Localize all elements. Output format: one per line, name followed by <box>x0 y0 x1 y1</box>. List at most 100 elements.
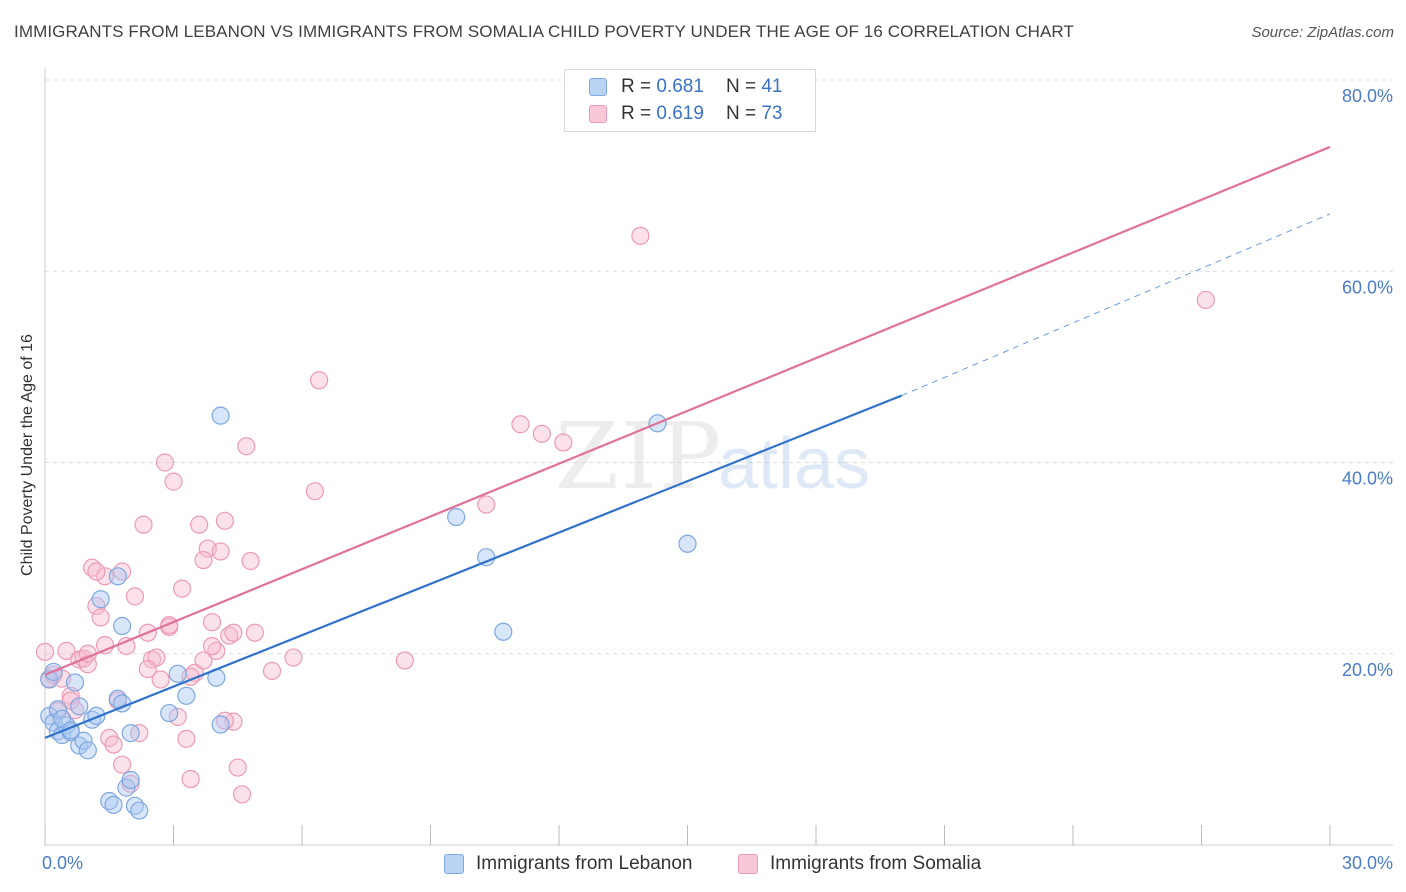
somalia-point <box>91 608 110 627</box>
lebanon-trend-line <box>44 394 903 739</box>
y-tick-label: 80.0% <box>1342 86 1393 106</box>
somalia-point <box>202 636 222 656</box>
somalia-point <box>125 587 145 606</box>
chart-title: IMMIGRANTS FROM LEBANON VS IMMIGRANTS FR… <box>14 22 1074 41</box>
legend-n-value: 73 <box>761 103 783 124</box>
somalia-point <box>532 424 551 443</box>
somalia-point <box>117 636 136 656</box>
lebanon-point <box>168 664 187 683</box>
lebanon-trend-extension <box>901 213 1331 397</box>
somalia-point <box>35 642 55 661</box>
lebanon-point <box>112 616 132 636</box>
legend-row-lebanon: R = 0.681 N = 41 <box>589 76 782 98</box>
bottom-legend-label-somalia: Immigrants from Somalia <box>770 853 982 874</box>
legend-n-value: 41 <box>761 76 783 97</box>
legend-swatch-somalia <box>589 105 607 123</box>
watermark-atlas: atlas <box>718 424 870 504</box>
lebanon-point <box>104 795 123 814</box>
lebanon-point <box>121 724 140 743</box>
y-tick-label: 60.0% <box>1342 277 1393 297</box>
lebanon-point <box>65 673 85 692</box>
lebanon-point <box>91 590 110 609</box>
legend-n-label: N = <box>725 76 757 97</box>
somalia-point <box>284 648 303 667</box>
somalia-point <box>241 551 260 571</box>
somalia-point <box>232 785 252 804</box>
somalia-point <box>631 226 650 245</box>
x-tick-labels: 0.0% 30.0% <box>42 853 1393 873</box>
somalia-point <box>262 661 282 681</box>
y-tick-label: 20.0% <box>1342 660 1393 680</box>
somalia-point <box>215 511 234 530</box>
somalia-point <box>511 415 530 434</box>
somalia-point <box>177 729 196 748</box>
somalia-point <box>151 670 170 689</box>
lebanon-point <box>78 741 97 760</box>
somalia-points <box>35 226 1215 804</box>
lebanon-point <box>121 770 140 790</box>
somalia-point <box>57 641 76 660</box>
lebanon-points <box>40 406 697 820</box>
somalia-point <box>211 542 230 561</box>
somalia-point <box>172 579 192 598</box>
somalia-point <box>168 707 187 726</box>
legend-row-somalia: R = 0.619 N = 73 <box>589 103 782 125</box>
lebanon-point <box>494 622 513 641</box>
legend-r-value: 0.681 <box>656 76 704 97</box>
somalia-trend-line <box>44 145 1331 676</box>
lebanon-point <box>74 731 93 750</box>
gridlines <box>45 79 1393 655</box>
legend-r-label: R = <box>621 103 652 124</box>
y-tick-labels: 20.0% 40.0% 60.0% 80.0% <box>1342 86 1393 680</box>
lebanon-point <box>70 697 89 716</box>
trend-lines <box>44 145 1331 739</box>
somalia-point <box>237 437 256 456</box>
somalia-point <box>95 567 115 586</box>
legend-n-label: N = <box>725 103 757 124</box>
axes <box>44 68 1393 846</box>
somalia-point <box>155 453 175 472</box>
somalia-point <box>194 651 213 670</box>
lebanon-point <box>678 534 697 553</box>
somalia-point <box>194 550 213 570</box>
stats-legend: R = 0.681 N = 41 R = 0.619 N = 73 <box>564 69 816 132</box>
somalia-point <box>202 613 222 632</box>
somalia-point <box>477 495 496 514</box>
somalia-point <box>1196 290 1215 310</box>
somalia-point <box>134 515 153 534</box>
somalia-point <box>160 615 179 635</box>
source-label: Source: ZipAtlas.com <box>1251 24 1394 41</box>
legend-r-label: R = <box>621 76 652 97</box>
bottom-legend-swatch-somalia <box>738 854 758 874</box>
somalia-point <box>138 659 157 679</box>
lebanon-point <box>177 686 196 705</box>
somalia-point <box>164 472 183 491</box>
lebanon-point <box>108 567 127 586</box>
somalia-point <box>190 515 209 534</box>
bottom-legend-swatch-lebanon <box>444 854 464 874</box>
watermark-zip: ZIP <box>555 403 723 510</box>
somalia-point <box>224 623 243 642</box>
lebanon-point <box>211 715 230 734</box>
somalia-point <box>112 755 132 774</box>
legend-r-value: 0.619 <box>656 103 704 124</box>
x-tick-label: 30.0% <box>1342 853 1393 873</box>
somalia-point <box>104 735 123 754</box>
somalia-point <box>310 371 329 390</box>
somalia-point <box>305 482 324 501</box>
lebanon-point <box>130 801 149 820</box>
somalia-point <box>245 623 264 642</box>
lebanon-point <box>48 700 67 719</box>
legend-swatch-lebanon <box>589 78 607 96</box>
lebanon-point <box>211 406 230 425</box>
bottom-legend-lebanon: Immigrants from Lebanon <box>444 852 693 876</box>
somalia-point <box>181 769 200 789</box>
somalia-point <box>395 651 414 670</box>
watermark: ZIP atlas <box>555 403 870 510</box>
somalia-point <box>87 562 106 581</box>
x-tick-label: 0.0% <box>42 853 83 873</box>
bottom-legend-somalia: Immigrants from Somalia <box>738 852 981 876</box>
y-tick-label: 40.0% <box>1342 469 1393 489</box>
somalia-point <box>228 758 247 777</box>
lebanon-point <box>447 507 466 527</box>
